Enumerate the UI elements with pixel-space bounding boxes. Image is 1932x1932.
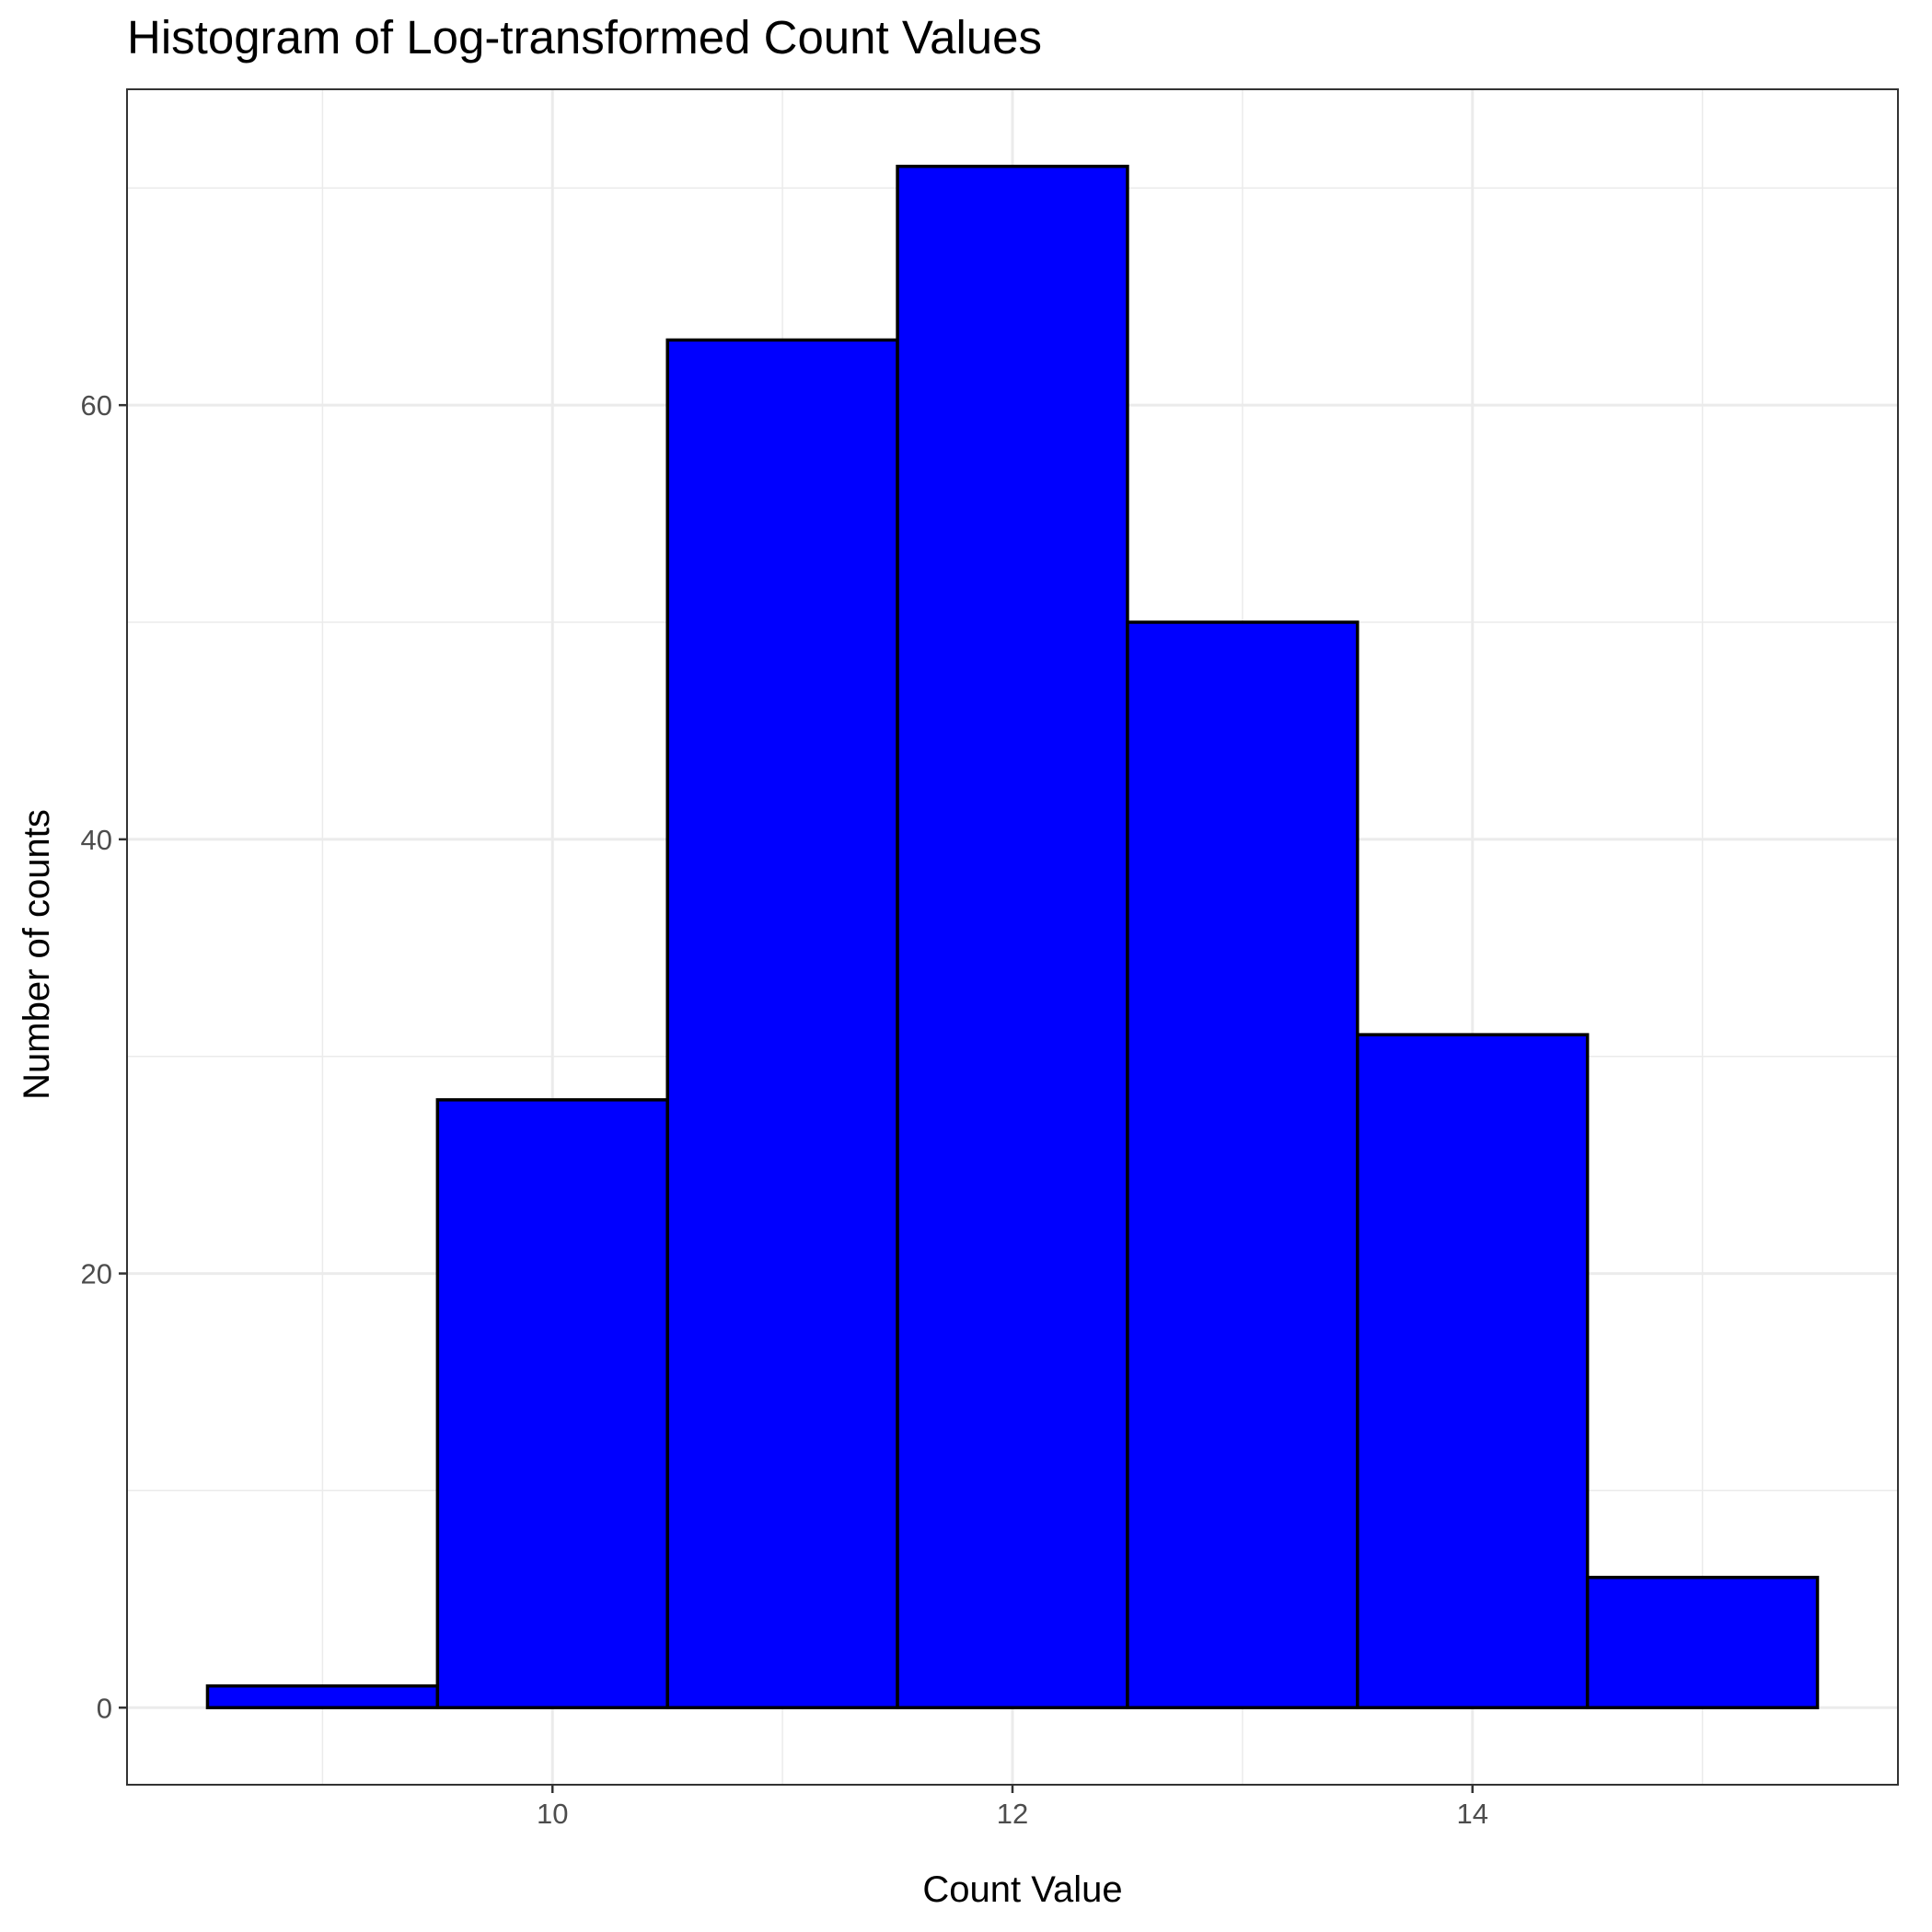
x-axis-title: Count Value [922,1869,1122,1910]
y-axis: 0 20 40 60 [81,389,127,1724]
x-tick-label: 12 [997,1798,1028,1830]
y-tick-label: 60 [81,389,112,422]
x-tick-label: 10 [537,1798,568,1830]
histogram-bar-3 [665,338,899,1710]
histogram-bar-6 [1356,1033,1590,1710]
x-tick-label: 14 [1456,1798,1487,1830]
histogram-bar-5 [1126,620,1359,1710]
chart-title: Histogram of Log-transformed Count Value… [127,11,1042,64]
histogram-bar-7 [1585,1576,1820,1710]
histogram-bar-1 [205,1683,440,1710]
y-tick-label: 40 [81,824,112,856]
y-tick-label: 20 [81,1258,112,1290]
y-axis-title: Number of counts [17,809,57,1100]
histogram-bar-2 [435,1098,669,1710]
histogram-bar-4 [896,164,1129,1710]
y-tick-label: 0 [97,1692,112,1724]
x-axis: 10 12 14 [537,1785,1488,1830]
histogram-bars [205,164,1820,1710]
